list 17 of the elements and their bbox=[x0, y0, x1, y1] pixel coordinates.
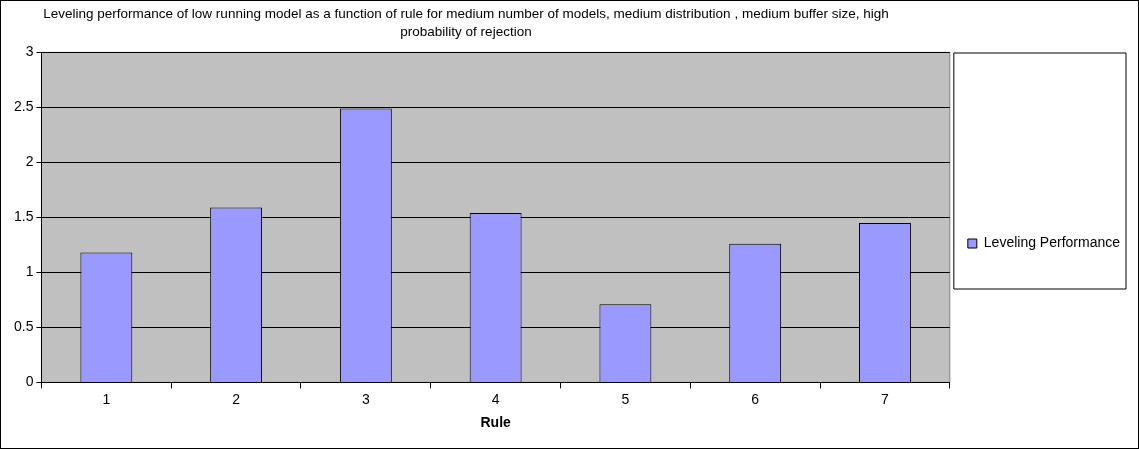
y-tick-label: 1 bbox=[25, 263, 34, 280]
x-tick-label: 6 bbox=[751, 390, 760, 407]
chart-title: Leveling performance of low running model as a function of rule for medium number of models, medium distribution , medium buffer size, high probability of rejection bbox=[42, 5, 890, 41]
x-tick-label: 4 bbox=[491, 390, 500, 407]
y-tick-label: 1.5 bbox=[13, 208, 34, 225]
legend-label: Leveling Performance bbox=[983, 234, 1121, 251]
y-tick-label: 2.5 bbox=[13, 98, 34, 115]
y-tick-label: 3 bbox=[25, 43, 34, 60]
x-tick-label: 5 bbox=[621, 390, 630, 407]
x-tick-label: 3 bbox=[361, 390, 370, 407]
y-tick-label: 2 bbox=[25, 153, 34, 170]
y-tick-label: 0 bbox=[25, 373, 34, 390]
x-tick-label: 2 bbox=[232, 390, 241, 407]
x-tick-label: 1 bbox=[102, 390, 111, 407]
x-tick-label: 7 bbox=[881, 390, 890, 407]
x-axis-title: Rule bbox=[480, 414, 512, 431]
y-tick-label: 0.5 bbox=[13, 318, 34, 335]
